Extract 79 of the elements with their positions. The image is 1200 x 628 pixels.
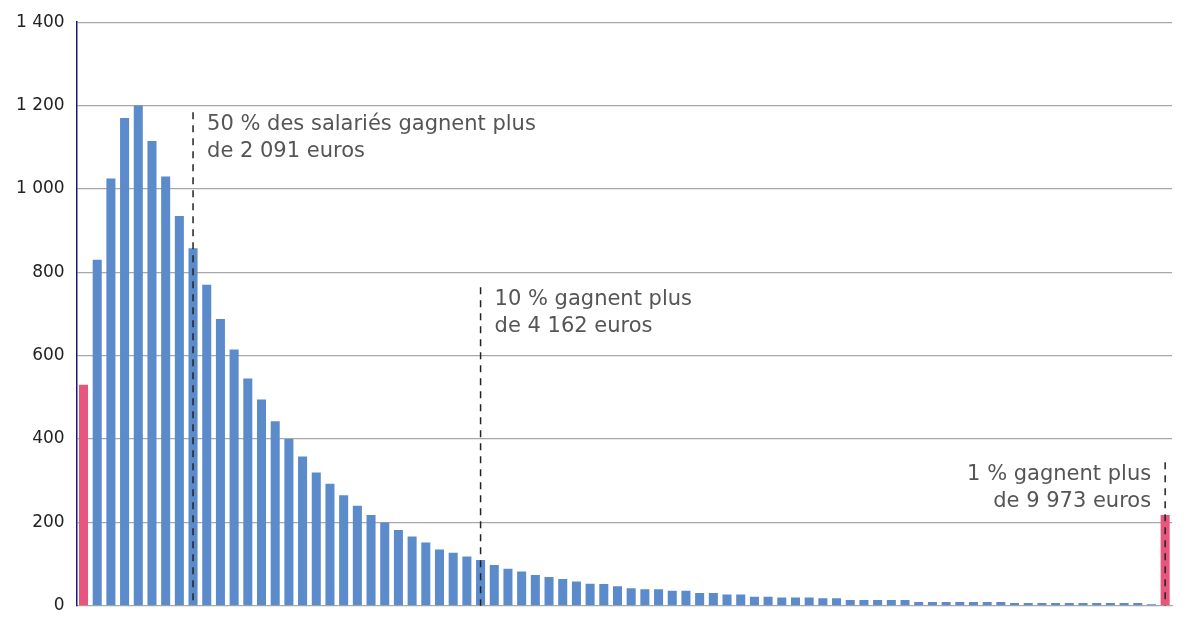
bar <box>695 592 705 606</box>
y-tick-label: 1 400 <box>16 10 65 31</box>
bar <box>585 583 595 606</box>
bar <box>517 571 527 606</box>
bar <box>941 602 951 606</box>
bar <box>120 118 130 606</box>
bar <box>667 590 677 606</box>
bar <box>654 589 664 606</box>
y-tick-label: 1 000 <box>16 177 65 198</box>
bar <box>804 597 814 606</box>
bar <box>968 602 978 606</box>
bar <box>736 594 746 606</box>
bar <box>790 597 800 606</box>
bar <box>284 439 294 606</box>
bar <box>79 384 89 606</box>
bar <box>640 589 650 606</box>
bar <box>859 599 869 606</box>
bar <box>955 602 965 606</box>
bar <box>544 577 554 606</box>
bar <box>339 495 349 606</box>
bar <box>133 105 143 606</box>
bar <box>106 178 116 606</box>
bar <box>900 599 910 606</box>
bar <box>558 579 568 606</box>
annotation: 50 % des salariés gagnent plus de 2 091 euros <box>207 111 536 163</box>
bar <box>681 590 691 606</box>
bar <box>352 505 362 606</box>
bar <box>612 586 623 606</box>
bar <box>229 349 239 606</box>
bar <box>996 602 1006 606</box>
bar <box>256 399 267 606</box>
annotation: 10 % gagnent plus de 4 162 euros <box>494 286 692 338</box>
bar <box>462 556 472 606</box>
bar <box>92 259 102 606</box>
bar <box>147 141 157 606</box>
bar <box>421 542 431 606</box>
annotation: 1 % gagnent plus de 9 973 euros <box>967 461 1152 513</box>
y-tick-label: 800 <box>32 260 65 281</box>
y-tick-label: 200 <box>32 510 65 531</box>
bar <box>325 483 335 606</box>
y-tick-label: 600 <box>32 344 65 365</box>
bar <box>914 602 924 606</box>
y-tick-label: 1 200 <box>16 93 65 114</box>
bar <box>626 588 636 606</box>
bar <box>243 378 253 606</box>
bar <box>832 598 842 606</box>
bar <box>1078 602 1088 606</box>
bar <box>393 529 403 606</box>
bar <box>777 597 787 606</box>
bar <box>161 176 171 606</box>
bar <box>749 596 759 606</box>
bar <box>571 581 581 606</box>
y-tick-label: 400 <box>32 427 65 448</box>
bar <box>722 594 732 606</box>
bar <box>599 584 609 606</box>
bar <box>845 599 855 606</box>
bar <box>174 216 184 606</box>
bar <box>927 602 937 606</box>
bar <box>708 592 718 606</box>
bar <box>380 522 390 606</box>
bar <box>434 549 445 606</box>
y-tick-label: 0 <box>53 594 65 615</box>
bar <box>489 564 499 606</box>
bar <box>476 559 486 606</box>
bar <box>366 514 376 606</box>
bar <box>448 552 458 606</box>
bar <box>873 599 883 606</box>
bar <box>270 421 280 606</box>
bar <box>763 596 773 606</box>
bar <box>202 284 212 606</box>
bar <box>298 456 308 606</box>
bar <box>407 536 417 606</box>
bar <box>215 319 225 606</box>
bar <box>530 574 540 606</box>
bar <box>311 472 321 606</box>
bar <box>503 568 513 606</box>
bar <box>982 602 992 606</box>
bar <box>818 598 828 606</box>
bar <box>886 599 896 606</box>
